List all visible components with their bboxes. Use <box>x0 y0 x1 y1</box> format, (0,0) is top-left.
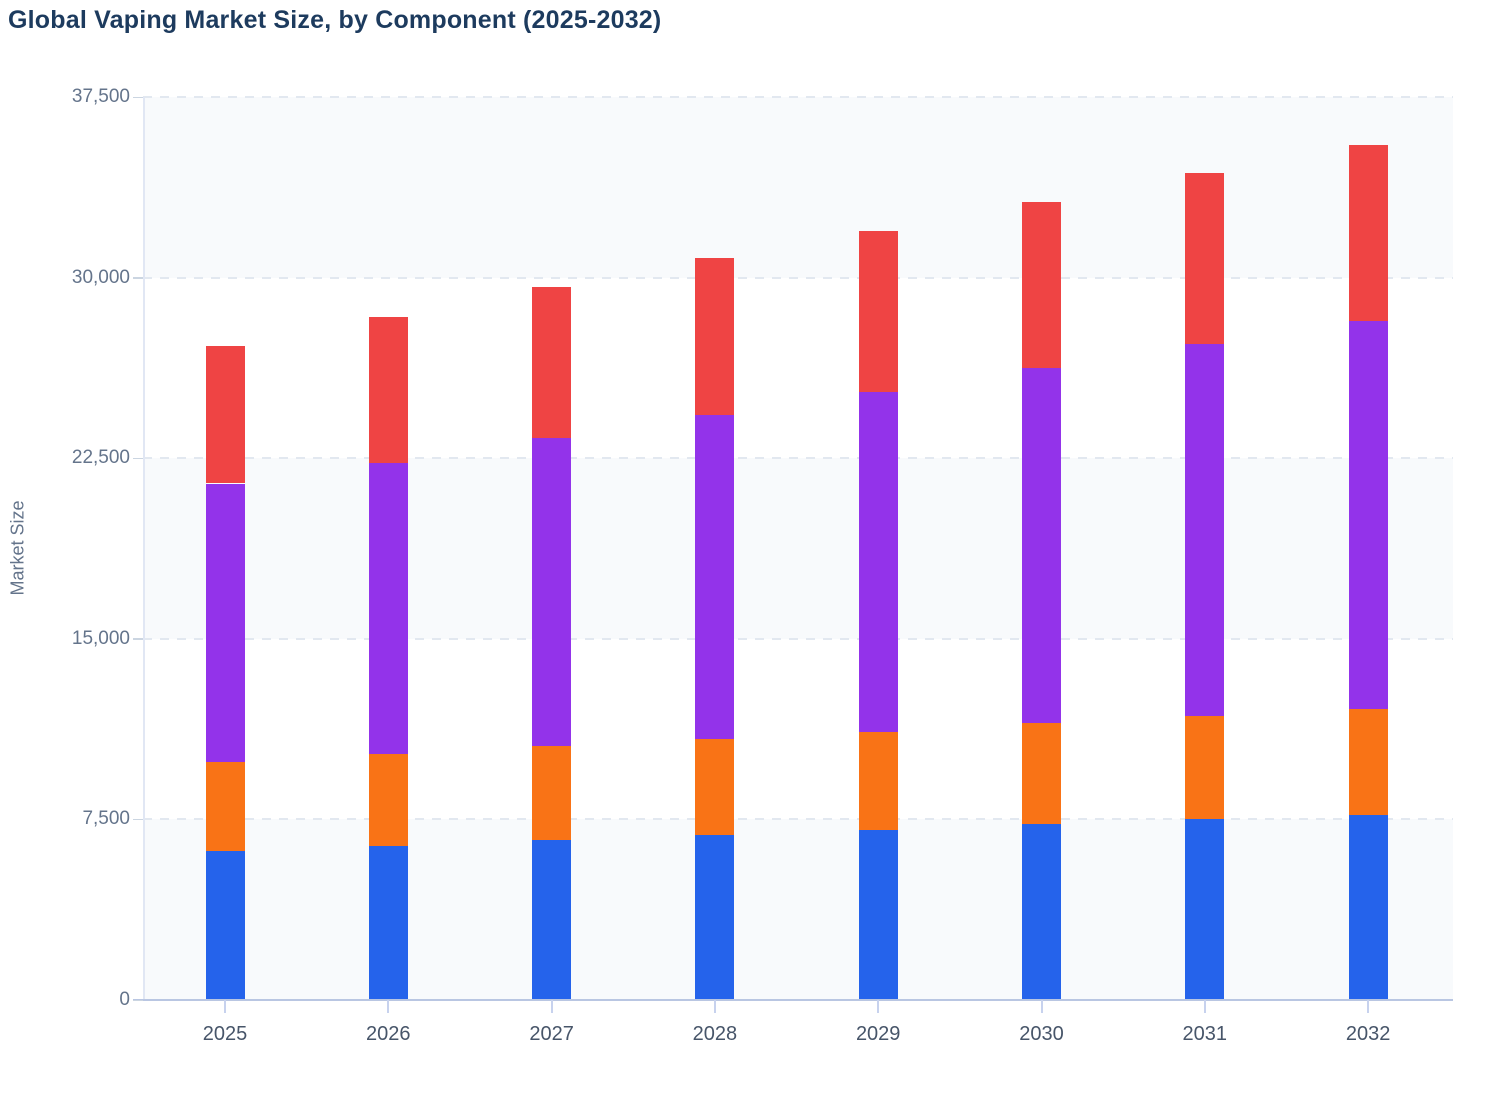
x-tick-label-2031: 2031 <box>1182 1023 1228 1045</box>
bar-segment-2032-blue-bottom-segment[interactable] <box>1348 814 1388 1000</box>
x-tick-mark <box>224 1000 226 1013</box>
bar-segment-2025-red-top-segment[interactable] <box>205 346 245 484</box>
bar-segment-2026-purple-segment[interactable] <box>368 463 408 755</box>
y-tick-label: 37,500 <box>71 86 130 107</box>
y-tick-label: 0 <box>119 989 130 1010</box>
x-axis-line <box>133 999 1453 1001</box>
gridline <box>143 457 1453 460</box>
bar-segment-2029-orange-segment[interactable] <box>858 731 898 831</box>
plot-band <box>143 97 1453 278</box>
bar-segment-2030-purple-segment[interactable] <box>1022 367 1061 724</box>
plot-area <box>133 96 1453 1001</box>
x-tick-mark <box>550 1000 553 1013</box>
gridline <box>143 818 1453 821</box>
bar-segment-2028-purple-segment[interactable] <box>695 414 735 739</box>
x-tick-label-2027: 2027 <box>529 1023 574 1045</box>
plot-band <box>143 277 1453 459</box>
x-tick-label-2032: 2032 <box>1345 1023 1391 1045</box>
x-tick-label-2026: 2026 <box>366 1023 411 1045</box>
y-tick-label: 15,000 <box>71 627 130 649</box>
bar-segment-2025-blue-bottom-segment[interactable] <box>205 850 245 1000</box>
x-tick-mark <box>877 1000 880 1013</box>
y-tick-mark <box>133 999 143 1001</box>
x-tick-mark <box>713 1000 716 1013</box>
bar-segment-2028-blue-bottom-segment[interactable] <box>695 835 735 1000</box>
y-tick-mark <box>133 818 143 821</box>
bar-segment-2027-orange-segment[interactable] <box>532 745 572 840</box>
x-tick-label-2030: 2030 <box>1019 1023 1064 1045</box>
x-tick-label-2028: 2028 <box>692 1023 738 1045</box>
bar-segment-2030-orange-segment[interactable] <box>1022 723 1061 825</box>
bar-segment-2031-red-top-segment[interactable] <box>1185 172 1225 344</box>
bar-segment-2025-orange-segment[interactable] <box>205 761 245 851</box>
bar-segment-2030-red-top-segment[interactable] <box>1022 201 1061 368</box>
bar-segment-2031-purple-segment[interactable] <box>1185 343 1225 716</box>
bar-segment-2032-purple-segment[interactable] <box>1348 320 1388 709</box>
x-tick-mark <box>1040 1000 1043 1013</box>
bar-segment-2025-purple-segment[interactable] <box>205 483 245 762</box>
y-tick-label: 22,500 <box>71 447 130 469</box>
chart-title: Global Vaping Market Size, by Component … <box>8 6 662 34</box>
bar-segment-2028-orange-segment[interactable] <box>695 738 735 836</box>
gridline <box>143 637 1453 640</box>
y-axis-title: Market Size <box>7 500 28 596</box>
bar-segment-2026-orange-segment[interactable] <box>368 754 408 846</box>
bar-segment-2029-red-top-segment[interactable] <box>858 230 898 392</box>
bar-segment-2027-blue-bottom-segment[interactable] <box>532 839 572 1000</box>
bar-segment-2029-blue-bottom-segment[interactable] <box>858 830 898 1000</box>
bar-segment-2031-blue-bottom-segment[interactable] <box>1185 819 1225 1000</box>
y-axis-line <box>143 97 145 1000</box>
bar-segment-2030-blue-bottom-segment[interactable] <box>1022 824 1061 1000</box>
y-tick-mark <box>133 457 143 460</box>
bar-segment-2026-blue-bottom-segment[interactable] <box>368 845 408 1000</box>
x-tick-mark <box>387 1000 390 1013</box>
x-tick-label-2025: 2025 <box>202 1023 248 1045</box>
bar-segment-2027-purple-segment[interactable] <box>532 437 572 746</box>
x-tick-mark <box>1367 1000 1370 1013</box>
bar-segment-2032-orange-segment[interactable] <box>1348 708 1388 815</box>
plot-band <box>143 458 1453 639</box>
y-tick-label: 7,500 <box>82 808 130 830</box>
x-tick-mark <box>1203 1000 1206 1013</box>
bar-chart: Market Size 0 7,500 15,000 22,500 30,000 37,5… <box>8 86 1453 1045</box>
bar-segment-2027-red-top-segment[interactable] <box>532 287 572 438</box>
y-tick-mark <box>133 638 143 640</box>
y-tick-mark <box>133 96 143 98</box>
gridline <box>143 96 1453 98</box>
gridline <box>143 276 1453 279</box>
bar-segment-2032-red-top-segment[interactable] <box>1348 145 1388 321</box>
y-tick-mark <box>133 277 143 279</box>
x-tick-label-2029: 2029 <box>855 1023 901 1045</box>
plot-band <box>143 638 1453 820</box>
plot-band <box>143 819 1453 1000</box>
bar-segment-2029-purple-segment[interactable] <box>858 392 898 732</box>
bar-segment-2028-red-top-segment[interactable] <box>695 258 735 415</box>
y-tick-label: 30,000 <box>71 266 130 288</box>
bar-segment-2026-red-top-segment[interactable] <box>368 317 408 464</box>
bar-segment-2031-orange-segment[interactable] <box>1185 715 1225 820</box>
